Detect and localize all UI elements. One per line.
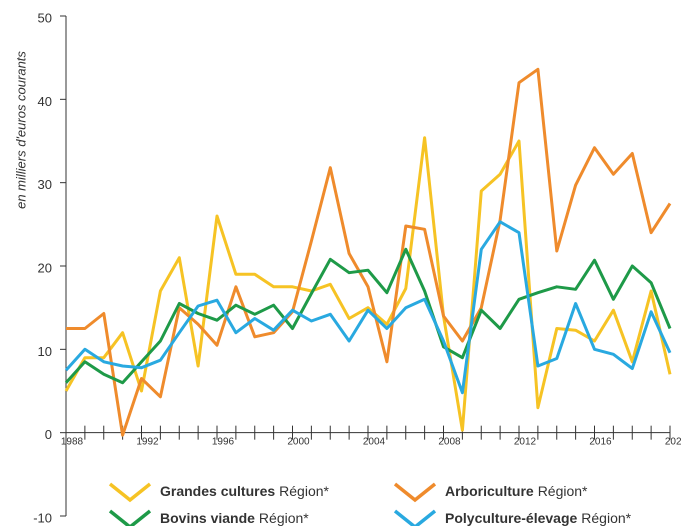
x-tick-label: 2016 [589,436,612,447]
legend-name: Grandes cultures [160,483,275,499]
x-tick-label: 2008 [438,436,461,447]
legend-name: Bovins viande [160,510,255,526]
series-line [64,136,672,432]
legend-name: Arboriculture [445,483,534,499]
legend-label: Grandes cultures Région* [160,483,330,499]
legend-label: Arboriculture Région* [445,483,588,499]
legend-suffix: Région* [279,483,329,499]
x-tick-label: 1988 [61,436,84,447]
legend-suffix: Région* [259,510,309,526]
legend-swatch [393,509,437,526]
series-line [64,220,672,395]
y-tick-label: 40 [38,94,52,109]
x-tick-label: 2012 [514,436,537,447]
legend-suffix: Région* [581,510,631,526]
y-tick-label: 50 [38,10,52,25]
x-tick-label: 2020 [665,436,681,447]
y-tick-label: 10 [38,344,52,359]
legend-suffix: Région* [538,483,588,499]
legend-label: Polyculture-élevage Région* [445,510,632,526]
y-tick-label: 0 [45,427,52,442]
x-tick-label: 1992 [136,436,159,447]
legend-swatch [108,509,152,526]
legend-label: Bovins viande Région* [160,510,309,526]
legend-name: Polyculture-élevage [445,510,577,526]
y-tick-label: 20 [38,260,52,275]
x-tick-label: 1996 [212,436,235,447]
x-tick-label: 2004 [363,436,386,447]
x-tick-label: 2000 [287,436,310,447]
legend-swatch [393,482,437,503]
y-axis-label: en milliers d'euros courants [13,51,28,209]
series-line [64,247,672,385]
series-line [66,67,672,437]
y-tick-label: -10 [33,510,52,525]
y-tick-label: 30 [38,177,52,192]
legend-swatch [108,482,152,503]
